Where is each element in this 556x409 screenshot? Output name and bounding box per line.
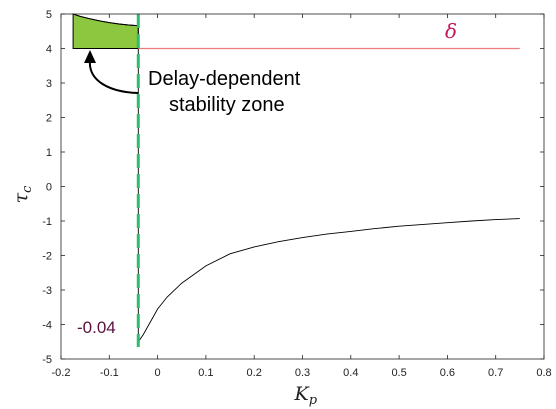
x-tick-label: 0.4 [343, 367, 358, 379]
boundary-curve [72, 13, 520, 344]
x-tick-label: 0 [155, 367, 161, 379]
x-tick-label: 0.8 [536, 367, 551, 379]
x-tick-label: 0.7 [488, 367, 503, 379]
x-tick-label: 0.6 [440, 367, 455, 379]
y-tick-label: -5 [42, 354, 52, 366]
ticks: -0.2 -0.1 0 0.1 0.2 0.3 0.4 0.5 0.6 0.7 0.8 5 4 3 2 1 0 -… [42, 9, 551, 379]
vline-label: -0.04 [77, 318, 116, 337]
y-tick-label: -4 [42, 320, 52, 332]
x-tick-label: -0.2 [52, 367, 71, 379]
y-tick-label: -1 [42, 216, 52, 228]
y-tick-label: -3 [42, 285, 52, 297]
y-tick-label: 1 [46, 147, 52, 159]
y-tick-label: 5 [46, 9, 52, 21]
y-tick-label: 0 [46, 182, 52, 194]
x-axis-label: Kp [294, 383, 318, 408]
y-tick-label: 3 [46, 78, 52, 90]
axes-box [60, 13, 545, 360]
zone-arrow [88, 59, 139, 94]
y-tick-label: 4 [46, 44, 52, 56]
delta-label: δ [445, 19, 457, 43]
y-tick-label: -2 [42, 251, 52, 263]
y-axis-label: τc [10, 185, 35, 204]
x-tick-label: -0.1 [100, 367, 119, 379]
stability-zone-fill [72, 13, 139, 49]
x-tick-label: 0.5 [391, 367, 406, 379]
zone-arrow-head [84, 50, 96, 63]
x-tick-label: 0.1 [198, 367, 213, 379]
y-tick-label: 2 [46, 113, 52, 125]
x-tick-label: 0.3 [295, 367, 310, 379]
zone-label-line1: Delay-dependent [148, 68, 301, 90]
plot-area [72, 13, 520, 347]
x-tick-label: 0.2 [247, 367, 262, 379]
zone-label-line2: stability zone [169, 94, 285, 116]
